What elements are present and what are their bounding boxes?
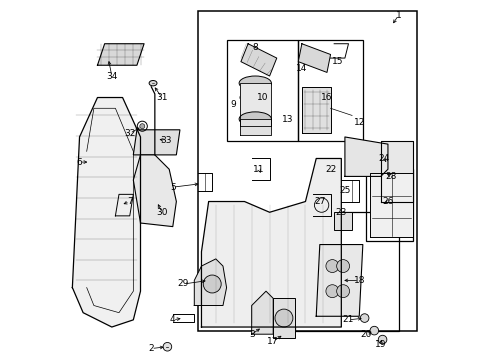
Circle shape bbox=[378, 335, 386, 344]
Polygon shape bbox=[241, 44, 276, 76]
Text: 28: 28 bbox=[385, 172, 396, 181]
Bar bbox=[298, 40, 362, 140]
Bar bbox=[366, 169, 412, 241]
Polygon shape bbox=[239, 83, 270, 126]
Circle shape bbox=[369, 326, 378, 335]
Circle shape bbox=[336, 260, 349, 273]
Text: 14: 14 bbox=[296, 64, 307, 73]
Polygon shape bbox=[239, 119, 270, 135]
Text: 32: 32 bbox=[124, 129, 135, 138]
Polygon shape bbox=[333, 212, 351, 230]
Text: 6: 6 bbox=[77, 158, 82, 167]
Text: 34: 34 bbox=[106, 72, 117, 81]
Ellipse shape bbox=[386, 149, 392, 160]
Text: 17: 17 bbox=[267, 337, 278, 346]
Circle shape bbox=[325, 260, 338, 273]
Circle shape bbox=[336, 285, 349, 298]
Text: 19: 19 bbox=[374, 341, 386, 350]
Text: 33: 33 bbox=[160, 136, 171, 145]
Text: 8: 8 bbox=[252, 43, 258, 52]
Polygon shape bbox=[251, 291, 273, 334]
Polygon shape bbox=[133, 155, 176, 226]
Text: 7: 7 bbox=[126, 197, 132, 206]
Text: 24: 24 bbox=[378, 154, 389, 163]
Ellipse shape bbox=[149, 81, 157, 86]
Text: 3: 3 bbox=[248, 330, 254, 339]
Text: 22: 22 bbox=[325, 165, 336, 174]
Circle shape bbox=[140, 124, 144, 129]
Text: 9: 9 bbox=[230, 100, 236, 109]
Circle shape bbox=[325, 285, 338, 298]
Text: 4: 4 bbox=[170, 315, 175, 324]
Polygon shape bbox=[344, 137, 387, 176]
Ellipse shape bbox=[239, 112, 271, 126]
Circle shape bbox=[163, 342, 171, 351]
Polygon shape bbox=[316, 244, 362, 316]
Text: 30: 30 bbox=[156, 208, 167, 217]
Circle shape bbox=[274, 309, 292, 327]
Text: 31: 31 bbox=[156, 93, 167, 102]
Polygon shape bbox=[298, 44, 330, 72]
Circle shape bbox=[203, 275, 221, 293]
Ellipse shape bbox=[240, 91, 270, 104]
Text: 27: 27 bbox=[313, 197, 325, 206]
Polygon shape bbox=[369, 173, 412, 237]
Text: 5: 5 bbox=[169, 183, 175, 192]
Text: 18: 18 bbox=[353, 276, 364, 285]
Text: 15: 15 bbox=[331, 57, 343, 66]
Polygon shape bbox=[97, 44, 144, 65]
Polygon shape bbox=[301, 87, 330, 134]
Text: 25: 25 bbox=[339, 186, 350, 195]
Text: 16: 16 bbox=[321, 93, 332, 102]
Text: 20: 20 bbox=[360, 330, 371, 339]
Polygon shape bbox=[72, 98, 140, 327]
Text: 12: 12 bbox=[353, 118, 364, 127]
Text: 26: 26 bbox=[382, 197, 393, 206]
Text: 21: 21 bbox=[342, 315, 353, 324]
Bar bbox=[226, 40, 298, 140]
Polygon shape bbox=[201, 158, 341, 327]
Polygon shape bbox=[380, 140, 412, 202]
Text: 2: 2 bbox=[148, 344, 154, 353]
Text: 1: 1 bbox=[395, 10, 401, 19]
Polygon shape bbox=[133, 130, 180, 155]
Ellipse shape bbox=[239, 76, 271, 90]
Bar bbox=[198, 12, 416, 330]
Text: 10: 10 bbox=[256, 93, 267, 102]
Polygon shape bbox=[273, 298, 294, 338]
Text: 13: 13 bbox=[281, 114, 293, 123]
Polygon shape bbox=[194, 259, 226, 306]
Text: 11: 11 bbox=[253, 165, 264, 174]
Circle shape bbox=[360, 314, 368, 322]
Text: 29: 29 bbox=[178, 279, 189, 288]
Text: 23: 23 bbox=[335, 208, 346, 217]
Bar bbox=[294, 212, 398, 330]
